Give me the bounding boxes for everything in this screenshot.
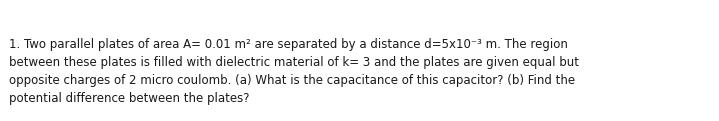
Text: opposite charges of 2 micro coulomb. (a) What is the capacitance of this capacit: opposite charges of 2 micro coulomb. (a)… xyxy=(9,74,575,87)
Text: potential difference between the plates?: potential difference between the plates? xyxy=(9,92,249,105)
Text: 1. Two parallel plates of area A= 0.01 m² are separated by a distance d=5x10⁻³ m: 1. Two parallel plates of area A= 0.01 m… xyxy=(9,38,568,51)
Text: between these plates is filled with dielectric material of k= 3 and the plates a: between these plates is filled with diel… xyxy=(9,56,580,69)
